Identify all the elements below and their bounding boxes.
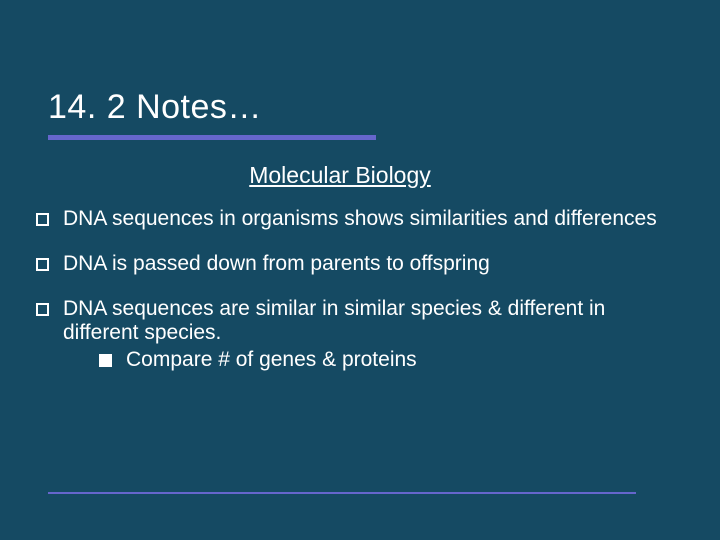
title-underline	[48, 135, 376, 140]
bullet-text: DNA sequences in organisms shows similar…	[63, 207, 684, 232]
slide: 14. 2 Notes… Molecular Biology DNA seque…	[0, 0, 720, 540]
bullet-text: DNA is passed down from parents to offsp…	[63, 252, 684, 277]
bullet-text: DNA sequences are similar in similar spe…	[63, 297, 605, 345]
square-bullet-icon	[99, 354, 112, 367]
box-bullet-icon	[36, 258, 49, 271]
bullet-item: DNA is passed down from parents to offsp…	[36, 252, 684, 277]
slide-subtitle: Molecular Biology	[0, 162, 720, 189]
content-area: DNA sequences in organisms shows similar…	[0, 189, 720, 373]
slide-title: 14. 2 Notes…	[48, 88, 720, 127]
footer-line	[48, 492, 636, 494]
bullet-item: DNA sequences are similar in similar spe…	[36, 297, 684, 373]
bullet-text-wrap: DNA sequences are similar in similar spe…	[63, 297, 684, 373]
sub-bullet-text: Compare # of genes & proteins	[126, 348, 417, 373]
box-bullet-icon	[36, 213, 49, 226]
sub-bullet-item: Compare # of genes & proteins	[99, 348, 684, 373]
title-block: 14. 2 Notes…	[0, 0, 720, 140]
box-bullet-icon	[36, 303, 49, 316]
bullet-item: DNA sequences in organisms shows similar…	[36, 207, 684, 232]
